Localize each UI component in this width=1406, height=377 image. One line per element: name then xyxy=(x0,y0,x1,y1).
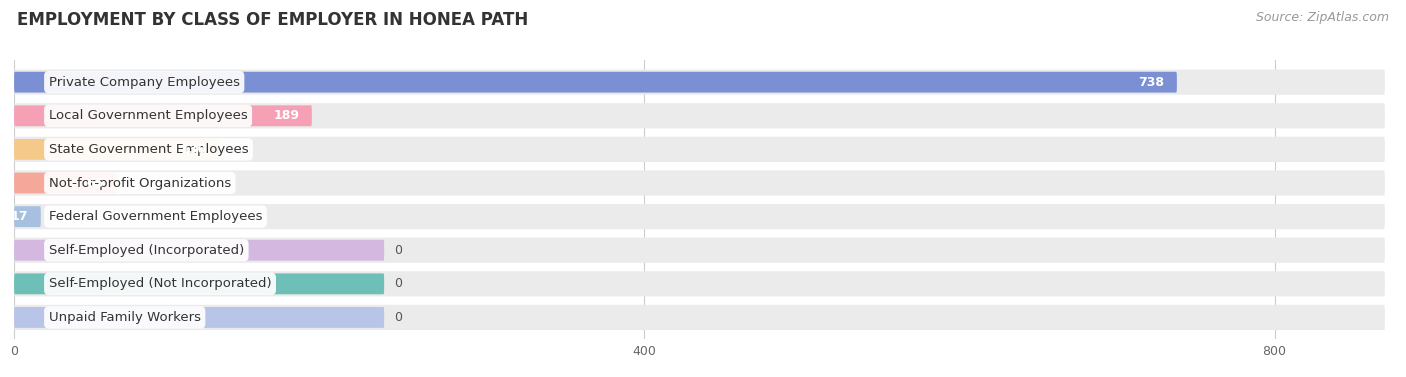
Text: 65: 65 xyxy=(87,176,104,190)
Text: 0: 0 xyxy=(394,244,402,257)
Text: Not-for-profit Organizations: Not-for-profit Organizations xyxy=(49,176,231,190)
FancyBboxPatch shape xyxy=(14,240,384,261)
FancyBboxPatch shape xyxy=(14,204,1385,229)
Text: 189: 189 xyxy=(273,109,299,122)
FancyBboxPatch shape xyxy=(14,70,1385,95)
Text: EMPLOYMENT BY CLASS OF EMPLOYER IN HONEA PATH: EMPLOYMENT BY CLASS OF EMPLOYER IN HONEA… xyxy=(17,11,529,29)
FancyBboxPatch shape xyxy=(14,307,384,328)
Text: 738: 738 xyxy=(1139,76,1164,89)
FancyBboxPatch shape xyxy=(14,103,1385,129)
FancyBboxPatch shape xyxy=(14,206,41,227)
Text: 17: 17 xyxy=(11,210,28,223)
FancyBboxPatch shape xyxy=(14,105,312,126)
FancyBboxPatch shape xyxy=(14,173,117,193)
Text: Federal Government Employees: Federal Government Employees xyxy=(49,210,263,223)
FancyBboxPatch shape xyxy=(14,72,1177,93)
Text: Unpaid Family Workers: Unpaid Family Workers xyxy=(49,311,201,324)
Text: Private Company Employees: Private Company Employees xyxy=(49,76,240,89)
FancyBboxPatch shape xyxy=(14,137,1385,162)
FancyBboxPatch shape xyxy=(14,271,1385,296)
Text: Self-Employed (Not Incorporated): Self-Employed (Not Incorporated) xyxy=(49,277,271,290)
Text: 130: 130 xyxy=(180,143,207,156)
Text: Self-Employed (Incorporated): Self-Employed (Incorporated) xyxy=(49,244,245,257)
Text: Local Government Employees: Local Government Employees xyxy=(49,109,247,122)
Text: Source: ZipAtlas.com: Source: ZipAtlas.com xyxy=(1256,11,1389,24)
FancyBboxPatch shape xyxy=(14,139,219,160)
Text: 0: 0 xyxy=(394,311,402,324)
FancyBboxPatch shape xyxy=(14,238,1385,263)
FancyBboxPatch shape xyxy=(14,273,384,294)
Text: 0: 0 xyxy=(394,277,402,290)
FancyBboxPatch shape xyxy=(14,170,1385,196)
Text: State Government Employees: State Government Employees xyxy=(49,143,249,156)
FancyBboxPatch shape xyxy=(14,305,1385,330)
